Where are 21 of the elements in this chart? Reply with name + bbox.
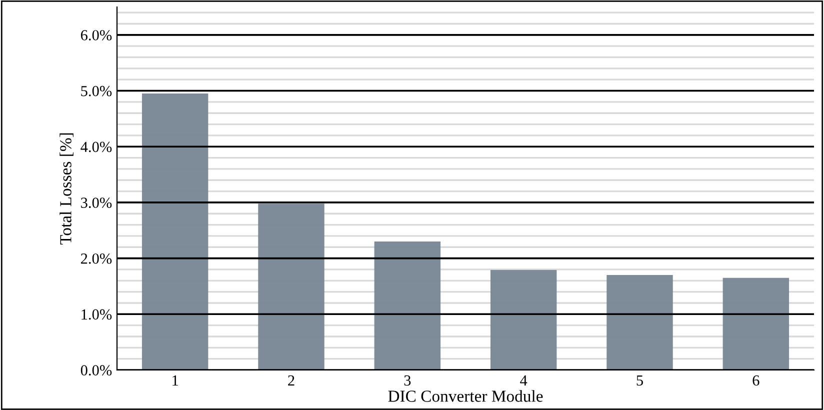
bar <box>606 275 673 370</box>
bar <box>258 204 324 370</box>
x-tick-label: 3 <box>404 375 411 386</box>
y-tick-label: 6.0% <box>80 30 112 40</box>
y-tick-label: 1.0% <box>82 309 112 320</box>
bar <box>142 94 208 370</box>
bar <box>722 278 790 370</box>
y-tick-label: 5.0% <box>81 86 112 96</box>
y-tick-label: 4.0% <box>80 142 112 152</box>
x-tick-label: 1 <box>172 375 178 386</box>
y-tick-label: 2.0% <box>80 253 112 264</box>
x-tick-label: 5 <box>636 375 643 386</box>
bar <box>490 270 557 370</box>
x-tick-label: 4 <box>520 375 528 386</box>
x-tick-label: 6 <box>752 375 760 386</box>
y-tick-label: 3.0% <box>81 198 112 208</box>
x-tick-label: 2 <box>288 375 294 386</box>
x-axis-title: DIC Converter Module <box>388 390 543 402</box>
y-tick-label: 0.0% <box>80 365 112 376</box>
y-axis-title: Total Losses [%] <box>60 133 74 245</box>
bar <box>374 242 441 370</box>
